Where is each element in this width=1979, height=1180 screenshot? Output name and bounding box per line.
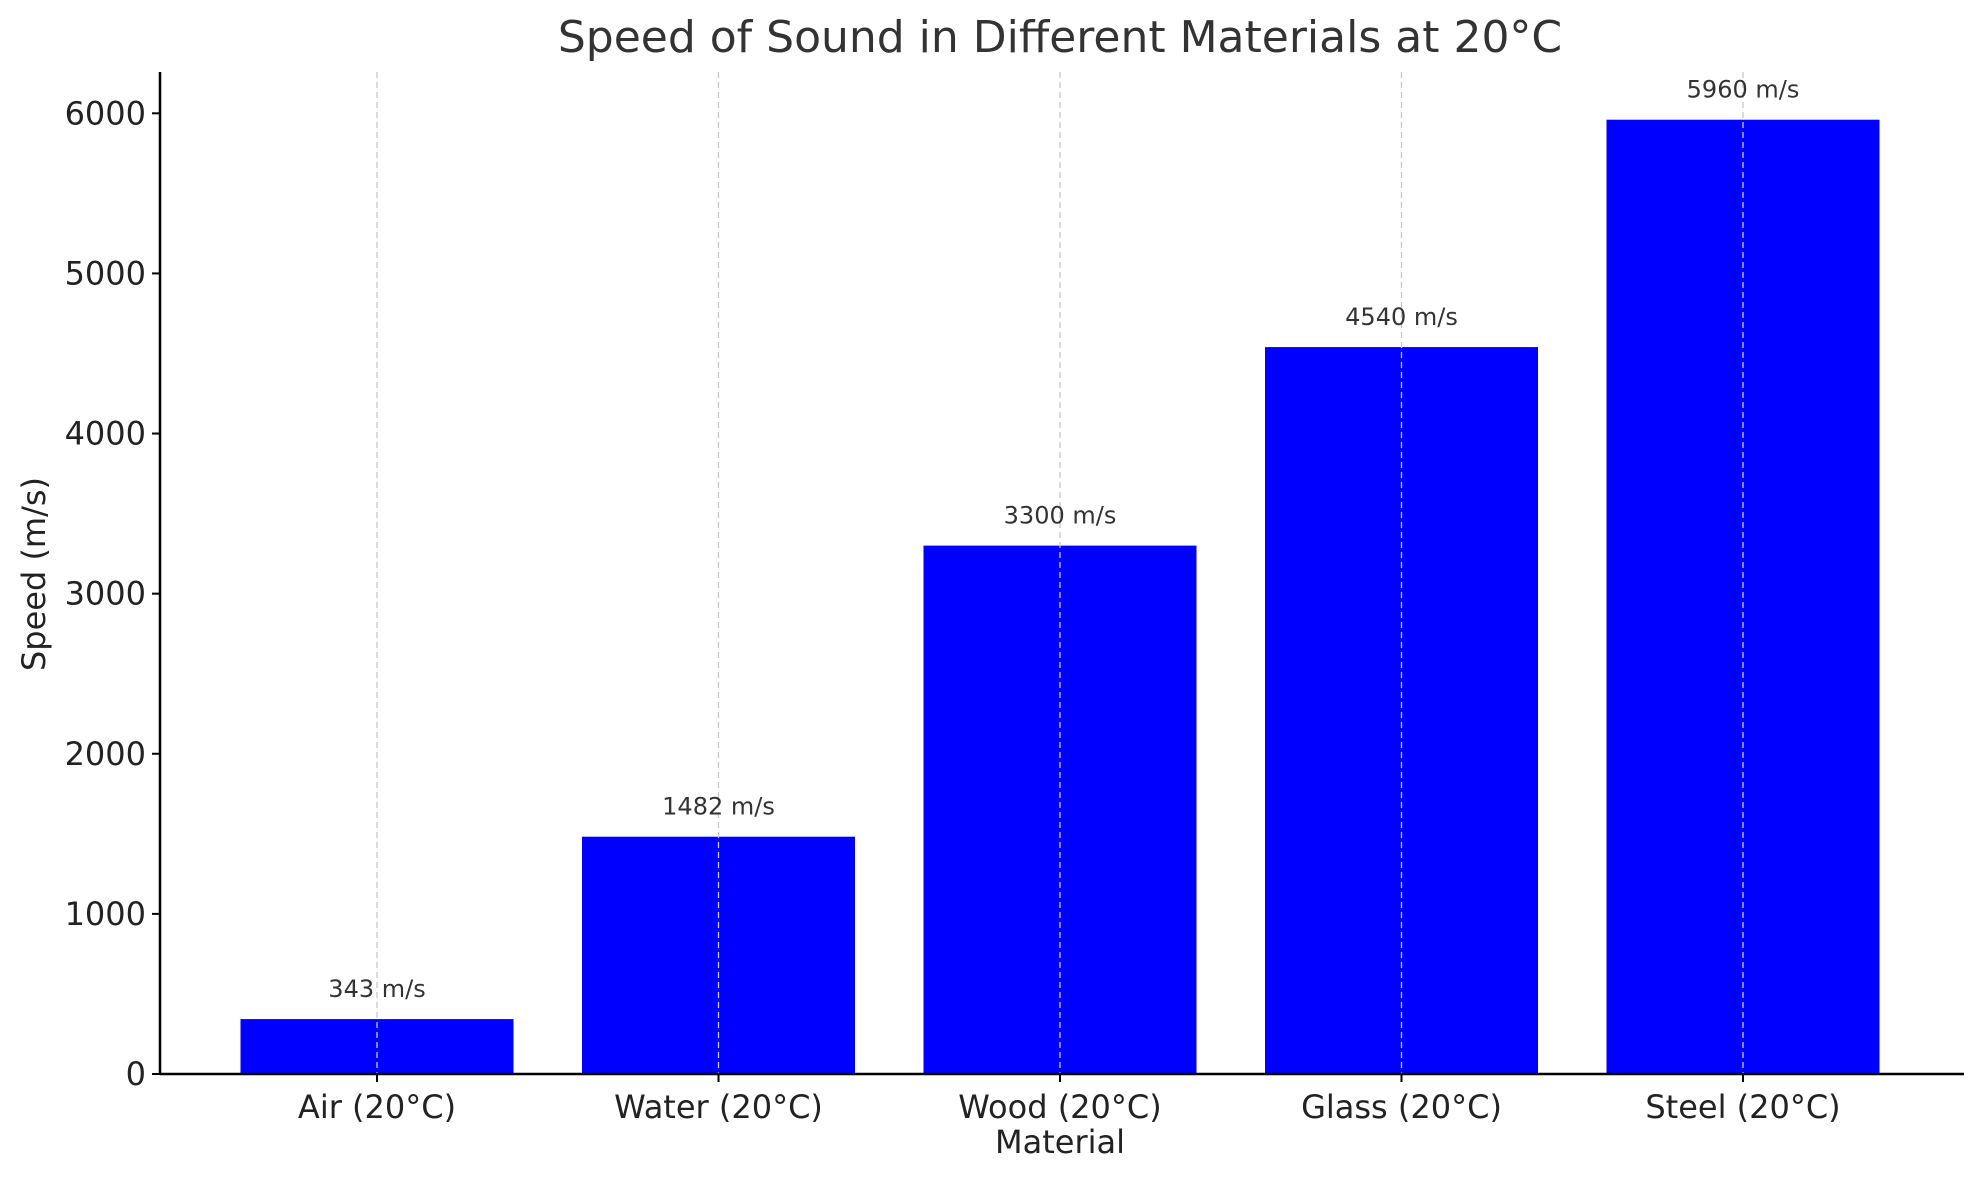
data-labels: 343 m/s 1482 m/s 3300 m/s 4540 m/s 5960 m/s [328, 76, 1799, 1003]
y-tick-label-7: 6000 [65, 94, 146, 132]
y-tick-label-5: 4000 [65, 415, 146, 453]
x-tick-label-5: Steel (20°C) [1645, 1088, 1840, 1126]
y-ticks: 0 1000 2000 3000 4000 5000 6000 [65, 94, 160, 1093]
data-label-5: 5960 m/s [1687, 76, 1800, 104]
y-tick-label-1: 0 [126, 1055, 146, 1093]
x-tick-label-2: Water (20°C) [614, 1088, 823, 1126]
x-ticks: Air (20°C) Water (20°C) Wood (20°C) Glass (… [298, 1074, 1841, 1126]
y-tick-label-3: 2000 [65, 735, 146, 773]
chart-title: Speed of Sound in Different Materials at… [558, 12, 1562, 63]
data-label-3: 3300 m/s [1004, 502, 1117, 530]
data-label-2: 1482 m/s [662, 793, 775, 821]
x-tick-label-1: Air (20°C) [298, 1088, 456, 1126]
data-label-1: 343 m/s [328, 975, 425, 1003]
data-label-4: 4540 m/s [1345, 303, 1458, 331]
x-axis-title: Material [995, 1123, 1125, 1161]
x-tick-label-4: Glass (20°C) [1301, 1088, 1502, 1126]
vertical-gridlines [376, 72, 1744, 1074]
y-tick-label-4: 3000 [65, 575, 146, 613]
x-tick-label-3: Wood (20°C) [958, 1088, 1161, 1126]
y-tick-label-6: 5000 [65, 254, 146, 292]
axes [158, 72, 1964, 1076]
y-axis-title: Speed (m/s) [15, 477, 53, 671]
y-tick-label-2: 1000 [65, 895, 146, 933]
